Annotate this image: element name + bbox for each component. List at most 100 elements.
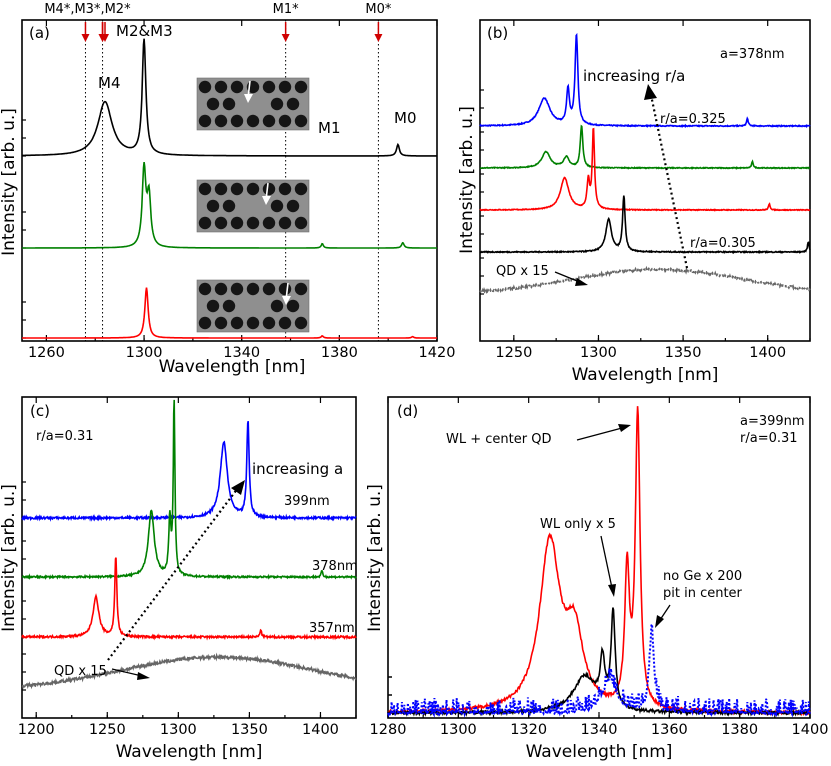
series-line xyxy=(387,607,811,717)
xtick-label: 1280 xyxy=(370,722,407,738)
panel-d-xlabel: Wavelength [nm] xyxy=(526,742,673,762)
panel-a-ylabel: Intensity [arb. u.] xyxy=(0,108,19,256)
annot-m4: M4 xyxy=(98,74,121,92)
mode-marker-label: M0* xyxy=(365,2,391,17)
series-line xyxy=(479,32,811,129)
series-line xyxy=(21,557,357,641)
panel-c-xlabel: Wavelength [nm] xyxy=(116,742,263,762)
panel-b-xticks: 1250 1300 1350 1400 xyxy=(480,20,811,361)
xtick-label: 1300 xyxy=(160,722,197,738)
xtick-label: 1350 xyxy=(231,722,268,738)
panel-c-xticks: 1200 1250 1300 1350 1400 xyxy=(18,397,357,738)
series-line xyxy=(387,620,811,719)
panel-a: (a) 1260 1300 1340 1380 1420 M4*,M3*,M2* M1* M… xyxy=(0,2,455,377)
annot-a-378: a=378nm xyxy=(720,47,785,62)
xtick-label: 1250 xyxy=(89,722,126,738)
series-line xyxy=(21,399,357,581)
xtick-label: 1300 xyxy=(126,345,163,361)
arrow-wl-only-head xyxy=(608,584,616,597)
series-line xyxy=(479,265,811,295)
xtick-label: 1420 xyxy=(419,345,456,361)
sem-insets xyxy=(196,77,310,333)
xtick-label: 1340 xyxy=(223,345,260,361)
xtick-label: 1400 xyxy=(302,722,339,738)
xtick-label: 1200 xyxy=(18,722,55,738)
xtick-label: 1300 xyxy=(440,722,477,738)
arrow-increasing-ra-head xyxy=(644,84,657,100)
mode-marker-arrowhead xyxy=(374,34,383,42)
panel-c-frame xyxy=(21,396,357,719)
panel-b: (b) 1250 1300 1350 1400 a=378nm increasing … xyxy=(457,19,811,385)
arrow-qd-c xyxy=(111,668,143,677)
panel-b-ylabel: Intensity [arb. u.] xyxy=(457,106,477,254)
annot-pit-center: pit in center xyxy=(663,586,743,601)
annot-357nm: 357nm xyxy=(309,621,355,636)
xtick-label: 1380 xyxy=(721,722,758,738)
annot-wl-only: WL only x 5 xyxy=(540,517,616,532)
mode-marker-arrowhead xyxy=(98,34,107,42)
annot-no-ge: no Ge x 200 xyxy=(663,569,742,584)
series-line xyxy=(387,406,811,717)
panel-d-series xyxy=(387,406,811,719)
xtick-label: 1320 xyxy=(510,722,547,738)
arrow-no-ge-head xyxy=(655,615,664,628)
panel-c-label: (c) xyxy=(30,402,50,420)
xtick-label: 1380 xyxy=(321,345,358,361)
series-line xyxy=(479,195,811,255)
panel-b-label: (b) xyxy=(487,24,508,42)
annot-qd-x15-b: QD x 15 xyxy=(496,264,549,279)
series-line xyxy=(479,127,811,212)
xtick-label: 1350 xyxy=(665,345,702,361)
annot-m1: M1 xyxy=(318,119,341,137)
annot-ra-0325: r/a=0.325 xyxy=(660,112,726,127)
arrow-qd-b-head xyxy=(575,278,588,286)
xtick-label: 1260 xyxy=(28,345,65,361)
sem-inset-image xyxy=(196,77,310,131)
panel-c-series xyxy=(21,399,357,690)
xtick-label: 1340 xyxy=(581,722,618,738)
sem-inset-image xyxy=(196,279,310,333)
panel-b-xlabel: Wavelength [nm] xyxy=(572,365,719,385)
panel-d: (d) 1280 1300 1320 1340 1360 1380 1400 a=399nm… xyxy=(365,396,829,762)
xtick-label: 1300 xyxy=(580,345,617,361)
arrow-increasing-a-head xyxy=(231,480,245,495)
series-line xyxy=(22,287,437,339)
mode-marker-label: M4*,M3*,M2* xyxy=(44,2,131,17)
arrow-wl-center-head xyxy=(618,424,631,432)
annot-m0: M0 xyxy=(394,109,417,127)
arrow-no-ge xyxy=(659,604,671,621)
annot-qd-x15-c: QD x 15 xyxy=(54,664,107,679)
arrow-qd-c-head xyxy=(137,672,150,680)
mode-marker-arrowhead xyxy=(281,34,290,42)
arrow-wl-center xyxy=(576,427,623,441)
mode-marker-label: M1* xyxy=(273,2,299,17)
panel-b-series xyxy=(479,32,811,295)
arrow-wl-only xyxy=(600,535,613,589)
annot-ra-031-c: r/a=0.31 xyxy=(36,429,94,444)
panel-d-ylabel: Intensity [arb. u.] xyxy=(365,484,385,632)
panel-a-xticks: 1260 1300 1340 1380 1420 xyxy=(22,20,455,361)
series-line xyxy=(21,652,357,690)
mode-marker-arrowhead xyxy=(81,34,90,42)
annot-increasing-a: increasing a xyxy=(252,460,343,478)
panel-c-ylabel: Intensity [arb. u.] xyxy=(0,484,19,632)
series-line xyxy=(22,38,437,157)
annot-ra-0305: r/a=0.305 xyxy=(690,236,756,251)
xtick-label: 1400 xyxy=(792,722,829,738)
sem-inset-image xyxy=(196,179,310,233)
annot-a-399: a=399nm xyxy=(740,414,805,429)
series-line xyxy=(22,161,437,249)
xtick-label: 1250 xyxy=(495,345,532,361)
panel-d-xticks: 1280 1300 1320 1340 1360 1380 1400 xyxy=(370,397,829,738)
panel-d-label: (d) xyxy=(397,402,418,420)
panel-a-series xyxy=(22,38,437,339)
series-line xyxy=(21,421,357,522)
panel-b-frame xyxy=(479,19,811,342)
annot-m2-m3: M2&M3 xyxy=(116,22,173,40)
annot-ra-031-d: r/a=0.31 xyxy=(740,431,798,446)
panel-a-mode-markers: M4*,M3*,M2* M1* M0* xyxy=(44,2,392,341)
panel-a-frame xyxy=(21,19,438,342)
panel-a-xlabel: Wavelength [nm] xyxy=(159,357,306,377)
annot-increasing-ra: increasing r/a xyxy=(583,67,685,85)
